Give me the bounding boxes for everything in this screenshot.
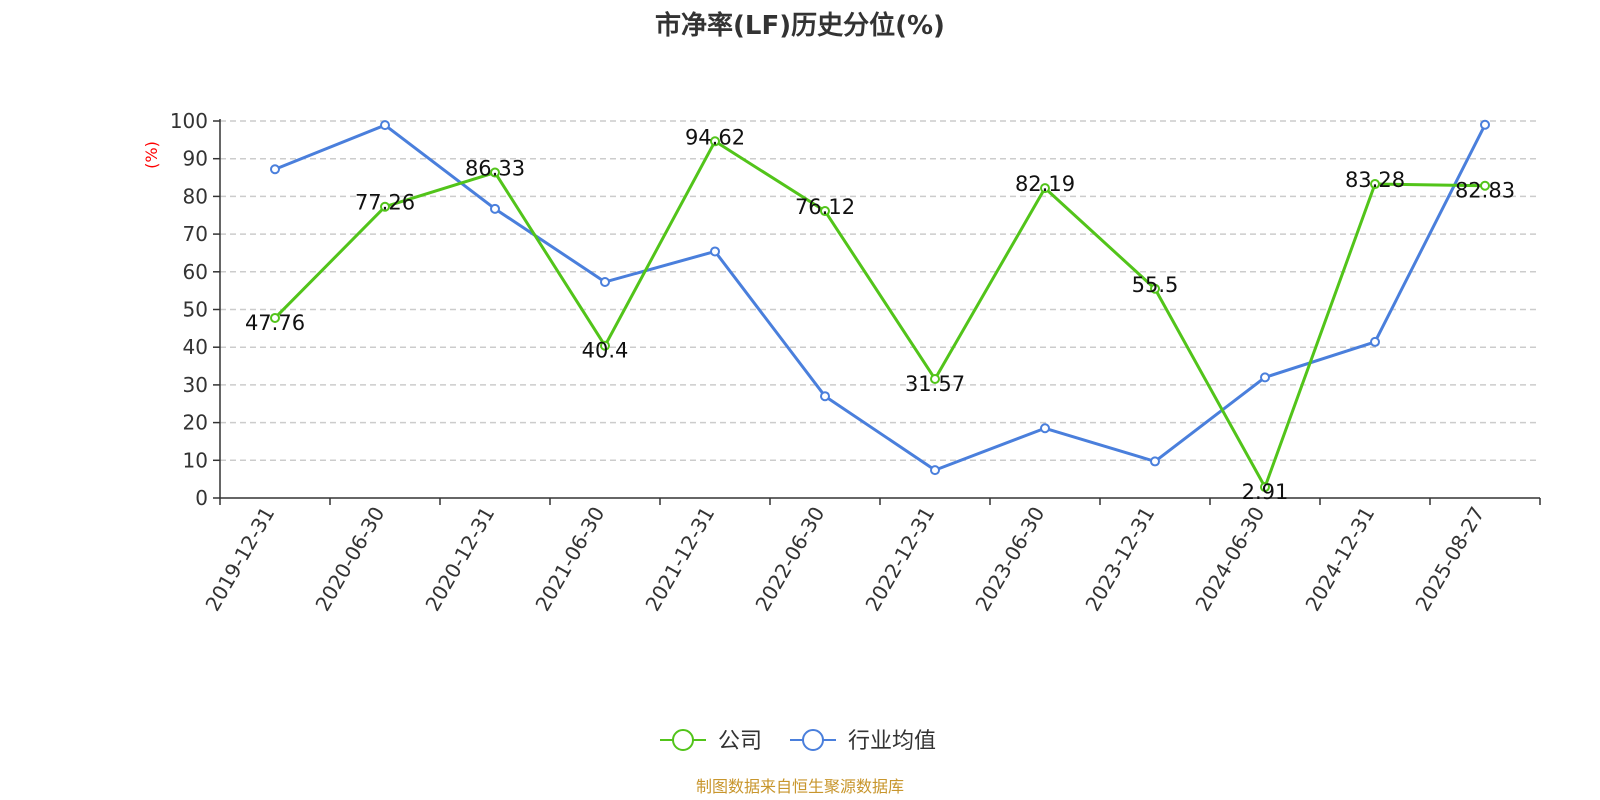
y-tick-label: 90 xyxy=(183,147,208,171)
data-point[interactable] xyxy=(1150,283,1160,294)
data-label: 83.28 xyxy=(1345,168,1405,192)
legend-company-marker xyxy=(672,729,694,751)
data-point[interactable] xyxy=(490,203,500,214)
x-tick-label: 2022-06-30 xyxy=(750,503,829,616)
data-point[interactable] xyxy=(1480,180,1490,191)
data-label: 82.19 xyxy=(1015,172,1075,196)
x-tick-label: 2020-12-31 xyxy=(420,503,499,616)
x-tick-label: 2022-12-31 xyxy=(860,503,939,616)
data-point[interactable] xyxy=(1150,456,1160,467)
data-point[interactable] xyxy=(930,373,940,384)
y-axis-label: (%) xyxy=(142,141,161,169)
x-tick-label: 2020-06-30 xyxy=(310,503,389,616)
x-tick-label: 2025-08-27 xyxy=(1410,503,1489,616)
chart-title: 市净率(LF)历史分位(%) xyxy=(655,10,945,41)
y-tick-label: 70 xyxy=(183,222,208,246)
legend-item-company[interactable]: 公司 xyxy=(660,729,762,754)
data-point[interactable] xyxy=(820,206,830,217)
data-label: 40.4 xyxy=(582,339,629,363)
axes: 0 10 20 30 40 50 60 70 80 90 100 2019-12-31 2020-06-… xyxy=(170,109,1541,616)
data-label: 77.26 xyxy=(355,191,415,215)
y-tick-label: 80 xyxy=(183,184,208,208)
data-point[interactable] xyxy=(270,312,280,323)
data-point[interactable] xyxy=(600,340,610,351)
x-tick-label: 2021-12-31 xyxy=(640,503,719,616)
data-point[interactable] xyxy=(380,120,390,131)
data-label: 47.76 xyxy=(245,311,305,335)
data-point[interactable] xyxy=(1370,179,1380,190)
y-tick-label: 60 xyxy=(183,260,208,284)
y-tick-label: 10 xyxy=(183,448,208,472)
source-note: 制图数据来自恒生聚源数据库 xyxy=(696,777,904,796)
series-line-1 xyxy=(274,123,1487,472)
data-point[interactable] xyxy=(270,164,280,175)
data-point[interactable] xyxy=(1040,423,1050,434)
x-tick-label: 2024-12-31 xyxy=(1300,503,1379,616)
legend-item-industry-average[interactable]: 行业均值 xyxy=(790,729,936,754)
series-line-0 xyxy=(273,139,1486,489)
data-point[interactable] xyxy=(1260,482,1270,493)
data-point[interactable] xyxy=(930,465,940,476)
data-point[interactable] xyxy=(600,276,610,287)
data-label: 76.12 xyxy=(795,195,855,219)
data-label: 55.5 xyxy=(1132,273,1179,297)
grid-lines xyxy=(220,120,1540,462)
data-point[interactable] xyxy=(1040,183,1050,194)
x-tick-label: 2024-06-30 xyxy=(1190,503,1269,616)
data-point[interactable] xyxy=(380,201,390,212)
x-tick-label: 2019-12-31 xyxy=(200,503,279,616)
data-point[interactable] xyxy=(710,246,720,257)
legend-company-label: 公司 xyxy=(718,729,762,754)
y-tick-label: 50 xyxy=(183,298,208,322)
x-tick-label: 2023-06-30 xyxy=(970,503,1049,616)
data-point[interactable] xyxy=(490,167,500,178)
legend-industry-label: 行业均值 xyxy=(848,729,936,754)
y-tick-label: 100 xyxy=(170,109,208,133)
x-tick-label: 2021-06-30 xyxy=(530,503,609,616)
y-tick-label: 0 xyxy=(195,486,208,510)
y-tick-label: 40 xyxy=(183,335,208,359)
y-tick-label: 20 xyxy=(183,411,208,435)
data-point[interactable] xyxy=(1480,119,1490,130)
data-label: 31.57 xyxy=(905,372,965,396)
y-tick-label: 30 xyxy=(183,373,208,397)
data-point[interactable] xyxy=(820,391,830,402)
legend-industry-marker xyxy=(802,729,824,751)
data-label: 82.83 xyxy=(1455,179,1515,203)
data-label: 86.33 xyxy=(465,157,525,181)
legend: 公司 行业均值 xyxy=(660,729,936,754)
data-labels: 47.76 77.26 86.33 40.4 94.62 76.12 31.57 82.19 5… xyxy=(245,125,1515,504)
x-tick-label: 2023-12-31 xyxy=(1080,503,1159,616)
data-point[interactable] xyxy=(710,136,720,147)
data-point[interactable] xyxy=(1370,336,1380,347)
data-point[interactable] xyxy=(1260,372,1270,383)
data-label: 94.62 xyxy=(685,125,745,149)
series-layer xyxy=(270,119,1490,493)
data-label: 2.91 xyxy=(1242,480,1289,504)
